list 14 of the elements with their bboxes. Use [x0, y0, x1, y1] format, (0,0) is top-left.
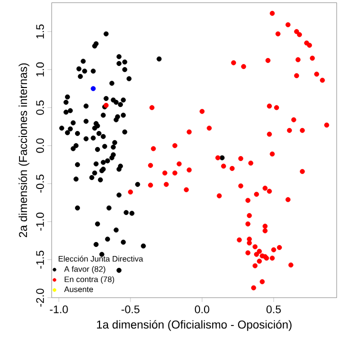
y-axis-title: 2a dimensión (Facciones internas) [18, 63, 30, 238]
y-tick-label: 0.5 [36, 100, 44, 115]
y-tick-label: 1.0 [36, 62, 44, 76]
y-tick-label: -2.0 [36, 288, 44, 307]
x-tick-label: 0.0 [194, 305, 210, 314]
y-tick-label: -1.5 [36, 250, 44, 269]
y-tick-label: -0.5 [36, 174, 44, 193]
x-tick-label: -1.0 [50, 305, 68, 314]
y-tick-label: 1.5 [36, 24, 44, 38]
x-axis-title: 1a dimensión (Oficialismo - Oposición) [97, 320, 292, 331]
y-tick-label: -1.0 [36, 212, 44, 231]
y-tick-label: 0.0 [36, 138, 44, 153]
x-tick-label: 0.5 [266, 305, 281, 314]
x-tick-label: -0.5 [122, 305, 140, 314]
